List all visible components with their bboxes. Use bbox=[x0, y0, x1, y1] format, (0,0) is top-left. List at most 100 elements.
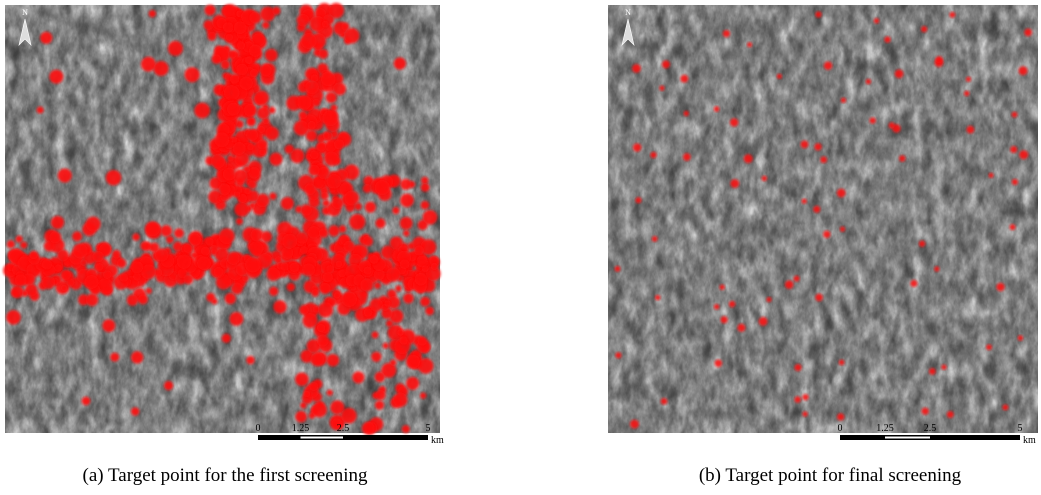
target-point bbox=[349, 214, 365, 230]
target-point bbox=[423, 210, 438, 225]
target-point bbox=[145, 221, 160, 236]
target-point bbox=[249, 44, 261, 56]
target-point bbox=[370, 298, 383, 311]
target-point bbox=[299, 305, 309, 315]
target-point bbox=[375, 372, 385, 382]
north-label: N bbox=[625, 8, 631, 17]
target-point bbox=[1010, 146, 1017, 153]
target-point bbox=[61, 285, 67, 291]
target-point bbox=[929, 368, 936, 375]
target-point bbox=[630, 420, 639, 429]
target-point bbox=[400, 217, 413, 230]
target-point bbox=[323, 132, 330, 139]
target-point bbox=[321, 72, 336, 87]
target-point bbox=[299, 111, 307, 119]
target-point bbox=[400, 193, 414, 207]
target-point bbox=[301, 33, 317, 49]
map-image bbox=[608, 5, 1038, 433]
target-point bbox=[794, 364, 801, 371]
target-point bbox=[312, 402, 327, 417]
target-point bbox=[370, 255, 379, 264]
target-point bbox=[1010, 224, 1016, 230]
target-point bbox=[386, 320, 393, 327]
scale-tick-label: 1.25 bbox=[292, 423, 310, 434]
target-point bbox=[254, 90, 269, 105]
target-point bbox=[222, 334, 231, 343]
target-point bbox=[632, 64, 641, 73]
target-point bbox=[715, 360, 723, 368]
target-point bbox=[243, 166, 250, 173]
target-point bbox=[910, 280, 917, 287]
target-point bbox=[310, 352, 324, 366]
target-point bbox=[295, 372, 309, 386]
target-point bbox=[874, 18, 879, 23]
caption: (a) Target point for the first screening bbox=[83, 465, 368, 486]
target-point bbox=[323, 272, 333, 282]
target-point bbox=[295, 206, 302, 213]
target-point bbox=[362, 422, 375, 435]
target-point bbox=[802, 394, 808, 400]
target-point bbox=[287, 283, 295, 291]
target-point bbox=[1019, 66, 1028, 75]
target-point bbox=[394, 57, 406, 69]
target-point bbox=[57, 250, 69, 262]
target-point bbox=[393, 393, 407, 407]
target-point bbox=[360, 278, 373, 291]
target-point bbox=[989, 173, 994, 178]
target-point bbox=[866, 79, 871, 84]
target-point bbox=[815, 294, 823, 302]
target-point bbox=[814, 143, 821, 150]
target-point bbox=[247, 144, 254, 151]
target-point bbox=[247, 117, 256, 126]
target-point bbox=[869, 117, 875, 123]
target-point bbox=[1024, 29, 1032, 37]
target-point bbox=[206, 238, 214, 246]
target-point bbox=[418, 336, 427, 345]
target-point bbox=[802, 411, 807, 416]
target-point bbox=[265, 127, 279, 141]
target-point bbox=[406, 377, 419, 390]
target-point bbox=[421, 183, 430, 192]
target-point bbox=[15, 274, 27, 286]
scale-unit: km bbox=[431, 435, 444, 446]
target-point bbox=[947, 411, 954, 418]
target-point bbox=[322, 21, 329, 28]
target-point bbox=[246, 356, 254, 364]
target-point bbox=[112, 250, 121, 259]
target-point bbox=[177, 254, 191, 268]
target-point bbox=[140, 241, 149, 250]
target-point bbox=[899, 155, 905, 161]
target-point bbox=[185, 67, 200, 82]
target-point bbox=[729, 301, 736, 308]
target-point bbox=[281, 247, 293, 259]
target-point bbox=[889, 122, 895, 128]
target-point bbox=[236, 218, 243, 225]
target-point bbox=[305, 80, 319, 94]
target-point bbox=[55, 265, 62, 272]
target-point bbox=[22, 290, 28, 296]
target-point bbox=[747, 42, 752, 47]
target-point bbox=[262, 21, 269, 28]
target-point bbox=[431, 263, 438, 270]
target-point bbox=[371, 352, 381, 362]
target-point bbox=[272, 7, 280, 15]
target-point bbox=[212, 54, 222, 64]
target-point bbox=[921, 26, 927, 32]
target-point bbox=[403, 230, 409, 236]
target-point bbox=[58, 169, 72, 183]
target-point bbox=[392, 207, 399, 214]
target-point bbox=[146, 288, 152, 294]
target-point bbox=[289, 263, 298, 272]
target-point bbox=[320, 283, 331, 294]
target-point bbox=[260, 64, 272, 76]
target-point bbox=[300, 246, 308, 254]
target-point bbox=[317, 324, 325, 332]
target-point bbox=[311, 289, 319, 297]
target-point bbox=[219, 228, 235, 244]
target-point bbox=[236, 64, 248, 76]
target-point bbox=[615, 266, 621, 272]
target-point bbox=[837, 413, 844, 420]
target-point bbox=[341, 291, 357, 307]
target-point bbox=[106, 170, 121, 185]
target-point bbox=[794, 276, 800, 282]
